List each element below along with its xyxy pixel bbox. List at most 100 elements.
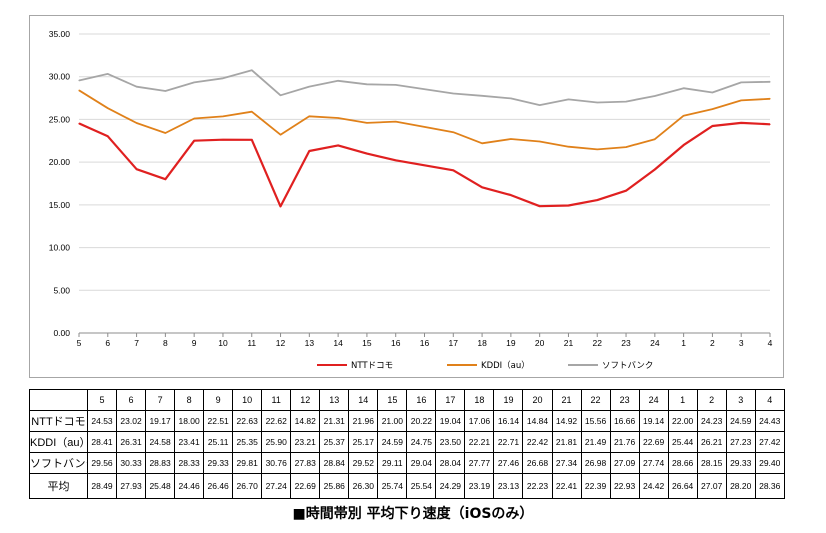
data-point [596, 101, 598, 104]
data-point [452, 131, 454, 133]
table-header-cell: 11 [261, 389, 292, 411]
legend-label-3: ソフトバンク [602, 361, 653, 371]
data-point [625, 100, 627, 103]
table-header-cell: 21 [551, 389, 582, 411]
data-point [279, 94, 282, 96]
table-cell: 25.90 [261, 431, 292, 453]
x-tick-label: 7 [134, 338, 139, 348]
table-header-cell: 16 [406, 389, 437, 411]
data-point [193, 81, 195, 84]
table-cell: 22.63 [232, 410, 263, 432]
y-tick-label: 30.00 [49, 72, 71, 82]
data-point [279, 205, 282, 207]
data-point [164, 178, 166, 180]
table-header-cell: 22 [580, 389, 611, 411]
series-line-1 [78, 121, 771, 208]
x-tick-label: 16 [391, 338, 401, 348]
legend-label-1: NTTドコモ [351, 361, 393, 371]
table-cell: 23.02 [116, 410, 147, 432]
table-cell: 26.68 [522, 452, 553, 474]
data-point [769, 98, 771, 100]
data-point [222, 139, 224, 141]
data-point [683, 87, 685, 89]
table-cell: 28.33 [174, 452, 205, 474]
x-tick-label: 15 [362, 338, 372, 348]
x-tick-label: 8 [163, 338, 168, 348]
legend-label-2: KDDI（au） [481, 360, 530, 371]
x-tick-label: 21 [564, 338, 574, 348]
table-cell: 25.44 [667, 431, 698, 453]
data-point [452, 92, 454, 95]
data-point [107, 73, 109, 75]
data-point [481, 95, 483, 97]
table-cell: 27.46 [493, 452, 524, 474]
data-point [539, 104, 541, 106]
data-point [740, 81, 742, 84]
data-point [452, 169, 454, 171]
table-cell: 22.62 [261, 410, 292, 432]
table-cell: 27.23 [725, 431, 756, 453]
data-point [769, 123, 771, 125]
chart-caption: ■時間帯別 平均下り速度（iOSのみ） [292, 506, 534, 522]
table-cell: 14.82 [290, 410, 321, 432]
y-tick-label: 20.00 [49, 157, 71, 167]
table-cell: 15.56 [580, 410, 611, 432]
x-tick-label: 9 [192, 338, 197, 348]
table-cell: 29.52 [348, 452, 379, 474]
table-header-cell: 2 [696, 389, 727, 411]
table-cell: 28.04 [435, 452, 466, 474]
table-cell: 25.17 [348, 431, 379, 453]
table-cell: 24.46 [174, 473, 205, 499]
data-point [107, 135, 109, 137]
data-point [193, 140, 195, 142]
table-header-cell: 17 [435, 389, 466, 411]
table-header-cell: 8 [174, 389, 205, 411]
x-tick-label: 18 [477, 338, 487, 348]
table-cell: 27.42 [754, 431, 785, 453]
data-point [625, 146, 627, 148]
data-point [740, 99, 742, 101]
data-point [107, 107, 109, 109]
data-point [251, 111, 253, 113]
table-row: KDDI（au） 28.41 26.31 24.58 23.41 25.11 25.35 25… [29, 431, 785, 453]
table-header-cell: 13 [319, 389, 350, 411]
data-point [711, 125, 714, 127]
table-cell: 28.66 [667, 452, 698, 474]
data-point [337, 144, 339, 146]
table-cell: 26.46 [203, 473, 234, 499]
table-cell: 14.84 [522, 410, 553, 432]
data-point [510, 138, 512, 140]
x-tick-label: 12 [276, 338, 286, 348]
table-cell: 24.23 [696, 410, 727, 432]
data-point [308, 86, 310, 88]
table-cell: 23.19 [464, 473, 495, 499]
data-point [395, 84, 397, 86]
table-cell: 23.21 [290, 431, 321, 453]
data-point [654, 168, 656, 171]
table-cell: 22.41 [551, 473, 582, 499]
chart-frame: 0.00 5.00 10.00 15.00 20.00 25.00 30.00 35.00 5 6… [29, 15, 784, 378]
data-point [78, 89, 80, 91]
x-tick-label: 10 [218, 338, 228, 348]
data-point [395, 120, 397, 123]
table-cell: 22.42 [522, 431, 553, 453]
table-cell: 19.17 [145, 410, 176, 432]
x-tick-label: 4 [768, 338, 773, 348]
table-row-label: ソフトバンク [29, 452, 88, 474]
data-point [251, 139, 253, 141]
table-cell: 27.83 [290, 452, 321, 474]
table-header-cell: 9 [203, 389, 234, 411]
table-cell: 24.59 [725, 410, 756, 432]
table-header-cell: 23 [609, 389, 640, 411]
table-cell: 21.81 [551, 431, 582, 453]
series-line-2 [78, 89, 771, 151]
table-cell: 26.64 [667, 473, 698, 499]
x-tick-label: 14 [333, 338, 343, 348]
table-cell: 24.29 [435, 473, 466, 499]
table-cell: 26.21 [696, 431, 727, 453]
series-line-3 [78, 69, 771, 106]
table-header-cell: 24 [638, 389, 669, 411]
table-cell: 27.09 [609, 452, 640, 474]
line-chart: 0.00 5.00 10.00 15.00 20.00 25.00 30.00 35.00 5 6… [49, 29, 773, 371]
table-cell: 25.48 [145, 473, 176, 499]
